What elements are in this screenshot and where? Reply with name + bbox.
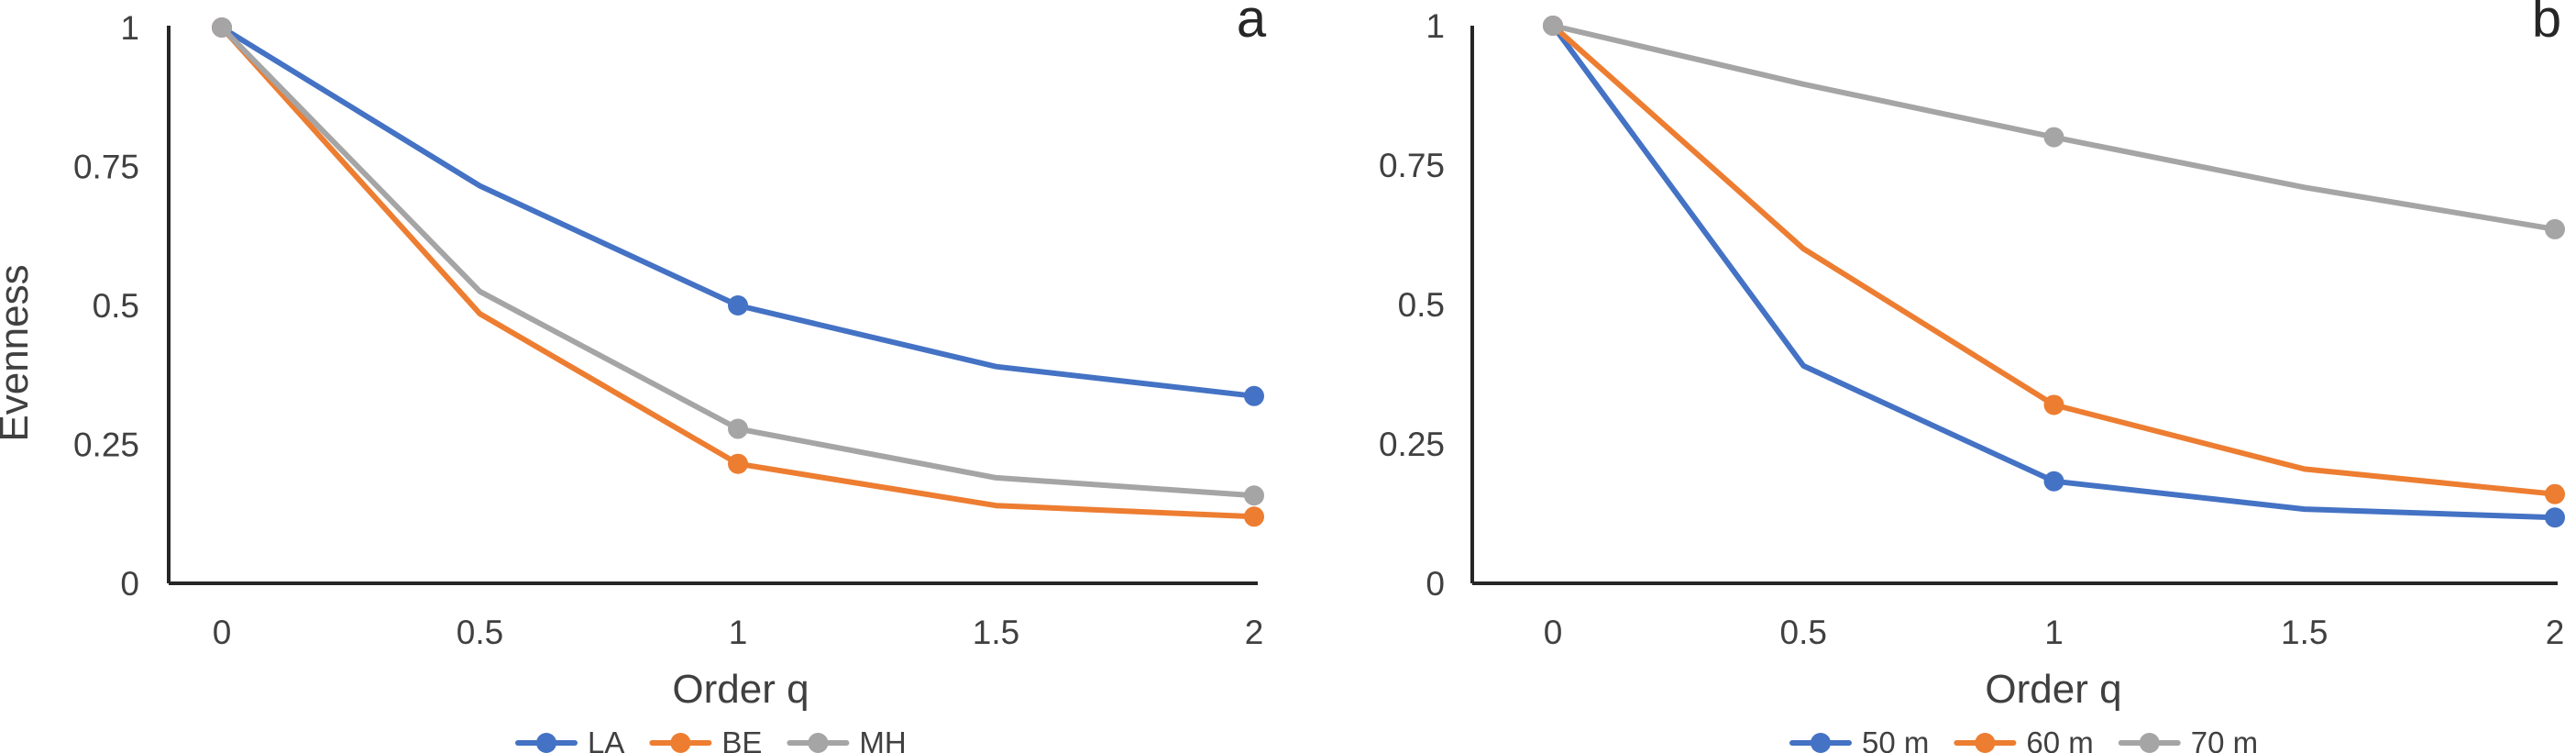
panel-a-y-ticks: 0 0.25 0.5 0.75 1 <box>73 9 139 603</box>
panel-b-x-ticks: 0 0.5 1 1.5 2 <box>1544 614 2565 651</box>
panel-a-x-tick-label: 2 <box>1245 614 1264 651</box>
panel-a-x-tick-label: 1 <box>729 614 748 651</box>
panel-b-data-point <box>1543 16 1563 36</box>
panel-a-y-tick-label: 0.75 <box>73 149 139 186</box>
panel-b-y-tick-label: 1 <box>1426 7 1445 45</box>
panel-a-x-ticks: 0 0.5 1 1.5 2 <box>213 614 1264 651</box>
panel-b-data-point <box>2545 483 2565 504</box>
panel-a-data-point <box>1244 506 1264 527</box>
legend-label: 60 m <box>2026 725 2093 753</box>
panel-b-label: b <box>2532 0 2561 49</box>
panel-b-series <box>1543 16 2565 528</box>
panel-b-data-point <box>2545 218 2565 239</box>
panel-a-legend-item: MH <box>787 725 907 753</box>
panel-b-data-point <box>2545 507 2565 528</box>
panel-b-y-tick-label: 0 <box>1426 565 1445 603</box>
panel-a-x-tick-label: 0 <box>213 614 232 651</box>
panel-b: b Order q 0 0.5 1 1.5 2 0 0.25 0.5 0.75 1 50 m 60… <box>1379 0 2565 753</box>
legend-label: 70 m <box>2191 725 2258 753</box>
panel-b-y-ticks: 0 0.25 0.5 0.75 1 <box>1379 7 1445 603</box>
panel-a-y-axis-title: Evenness <box>0 264 37 441</box>
panel-b-series-2 <box>1543 16 2565 239</box>
panel-a-x-axis-title: Order q <box>672 667 809 712</box>
panel-b-legend-item: 70 m <box>2118 725 2258 753</box>
panel-a-y-tick-label: 1 <box>120 9 139 47</box>
panel-a-y-tick-label: 0.25 <box>73 426 139 464</box>
panel-a-label: a <box>1237 0 1267 49</box>
panel-b-y-tick-label: 0.5 <box>1398 286 1445 324</box>
panel-b-x-tick-label: 0.5 <box>1780 614 1827 651</box>
panel-b-y-tick-label: 0.25 <box>1379 426 1445 463</box>
legend-swatch-marker <box>1975 733 1996 753</box>
panel-b-x-tick-label: 2 <box>2546 614 2565 651</box>
panel-a-series-2 <box>212 17 1264 506</box>
panel-a-legend-item: BE <box>649 725 762 753</box>
panel-a-legend: LA BE MH <box>515 725 907 753</box>
panel-b-y-tick-label: 0.75 <box>1379 147 1445 184</box>
panel-b-legend-item: 50 m <box>1789 725 1929 753</box>
panel-a-x-tick-label: 0.5 <box>457 614 503 651</box>
panel-a-legend-item: LA <box>515 725 624 753</box>
panel-a-data-point <box>728 418 748 439</box>
panel-a-data-point <box>1244 485 1264 506</box>
legend-label: LA <box>588 725 624 753</box>
panel-a-data-point <box>212 17 232 38</box>
panel-a-data-point <box>728 295 748 316</box>
legend-swatch-marker <box>670 733 691 753</box>
panel-b-x-axis-title: Order q <box>1985 667 2121 712</box>
panel-b-x-tick-label: 1 <box>2044 614 2064 651</box>
panel-b-legend: 50 m 60 m 70 m <box>1789 725 2258 753</box>
panel-b-x-tick-label: 1.5 <box>2281 614 2328 651</box>
panel-b-x-tick-label: 0 <box>1544 614 1563 651</box>
legend-swatch-marker <box>2139 733 2160 753</box>
panel-b-data-point <box>2043 127 2064 148</box>
panel-a-series <box>212 17 1264 527</box>
legend-label: BE <box>721 725 762 753</box>
legend-swatch-marker <box>536 733 556 753</box>
panel-b-data-point <box>2043 471 2064 492</box>
panel-a-y-tick-label: 0 <box>120 565 139 603</box>
legend-label: MH <box>859 725 906 753</box>
legend-label: 50 m <box>1862 725 1929 753</box>
legend-swatch-marker <box>1811 733 1831 753</box>
panel-a-data-point <box>728 453 748 474</box>
panel-b-legend-item: 60 m <box>1954 725 2094 753</box>
legend-swatch-marker <box>808 733 829 753</box>
panel-a-data-point <box>1244 385 1264 406</box>
panel-b-data-point <box>2043 394 2064 415</box>
panel-a: a Order q Evenness 0 0.5 1 1.5 2 0 0.25 0.5 0.7… <box>0 0 1267 753</box>
panel-a-y-tick-label: 0.5 <box>93 287 139 325</box>
panel-a-x-tick-label: 1.5 <box>973 614 1019 651</box>
